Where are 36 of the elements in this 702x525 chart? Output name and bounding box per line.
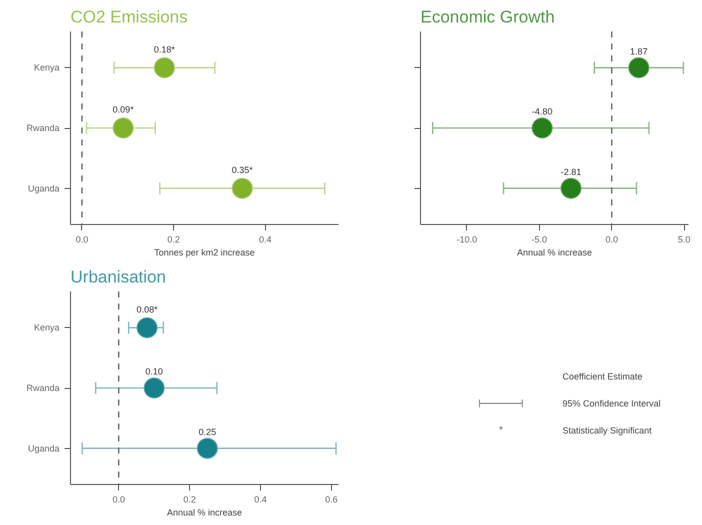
y-tick-label: Kenya xyxy=(34,322,60,333)
x-tick-label: 0.2 xyxy=(167,234,180,244)
x-tick-label: 0.0 xyxy=(112,494,125,504)
y-tick-label: Uganda xyxy=(28,183,60,194)
x-tick-label: 0.0 xyxy=(76,234,88,244)
x-tick-label: 0.4 xyxy=(258,234,272,244)
x-axis-title: Tonnes per km2 increase xyxy=(154,248,255,258)
data-label: 0.25 xyxy=(198,427,216,438)
text: 95% Confidence Interval xyxy=(562,398,661,408)
x-tick-label: 0.4 xyxy=(254,494,267,504)
data-label: 0.08* xyxy=(136,304,158,314)
text: Coefficient Estimate xyxy=(562,371,642,382)
chart-title: Urbanisation xyxy=(70,268,166,286)
x-tick-label: 5.0 xyxy=(678,234,690,244)
chart-title: Economic Growth xyxy=(420,8,555,26)
y-tick-label: Rwanda xyxy=(26,123,60,133)
data-label: -2.81 xyxy=(560,167,582,178)
x-tick-label: 0.2 xyxy=(183,494,196,504)
data-label: 0.35* xyxy=(232,165,254,176)
x-tick-label: -10.0 xyxy=(456,234,478,244)
data-label: 0.18* xyxy=(154,44,176,54)
data-label: -4.80 xyxy=(532,106,552,117)
data-label: 0.10 xyxy=(145,366,163,377)
y-tick-label: Rwanda xyxy=(26,383,60,393)
x-axis-title: Annual % increase xyxy=(166,508,242,518)
data-label: 1.87 xyxy=(630,46,648,56)
text: Statistically Significant xyxy=(562,425,652,436)
x-tick-label: -5.0 xyxy=(532,234,548,244)
data-label: 0.09* xyxy=(112,104,134,115)
y-tick-label: Kenya xyxy=(34,62,60,73)
text: * xyxy=(498,424,504,436)
y-tick-label: Uganda xyxy=(28,443,60,454)
x-tick-label: 0.6 xyxy=(325,494,338,504)
x-tick-label: 0.0 xyxy=(605,234,618,244)
x-axis-title: Annual % increase xyxy=(516,248,592,258)
chart-title: CO2 Emissions xyxy=(70,8,188,26)
